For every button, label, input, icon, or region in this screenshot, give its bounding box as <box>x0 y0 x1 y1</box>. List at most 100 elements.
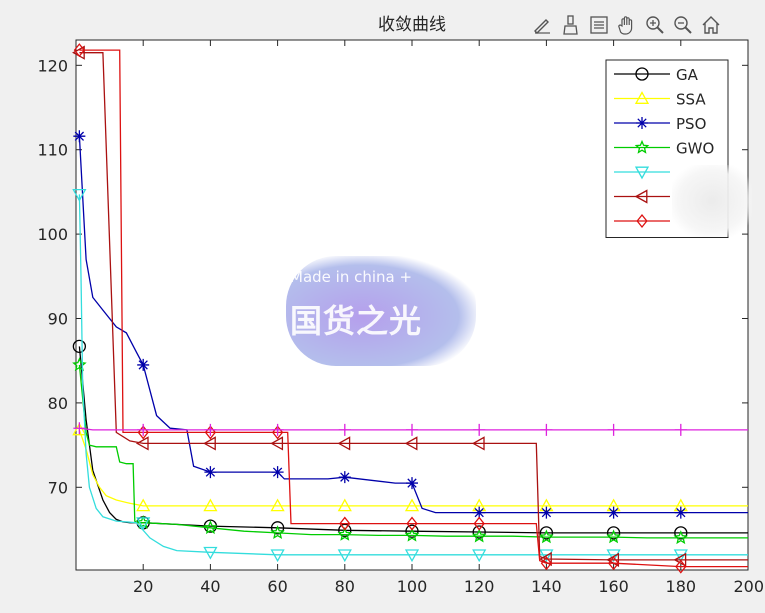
data-point-marker <box>203 436 216 451</box>
data-point-marker <box>539 526 554 540</box>
data-point-marker <box>406 516 418 531</box>
data-point-marker <box>270 525 285 540</box>
x-tick-label: 120 <box>464 577 495 596</box>
legend-entry: GA <box>614 66 699 84</box>
y-tick-label: 110 <box>37 141 68 160</box>
edit-plot-icon[interactable] <box>530 12 556 38</box>
data-point-marker <box>606 526 621 540</box>
zoom-out-icon[interactable] <box>670 12 696 38</box>
series-line <box>78 429 748 507</box>
data-point-marker <box>337 526 353 541</box>
data-point-marker <box>674 423 687 436</box>
data-point-marker <box>472 549 487 563</box>
data-point-marker <box>539 529 554 544</box>
data-point-marker <box>405 524 419 538</box>
data-point-marker <box>406 423 418 436</box>
y-tick-label: 80 <box>48 394 68 413</box>
legend: GA SSA PSO GWO <box>605 59 729 238</box>
series-line <box>78 136 748 514</box>
zoom-in-icon[interactable] <box>642 12 668 38</box>
data-point-marker <box>136 517 151 531</box>
legend-label: SSA <box>676 91 706 109</box>
data-point-marker <box>606 529 621 544</box>
chart-title: 收敛曲线 <box>378 15 446 35</box>
data-point-marker <box>404 549 420 563</box>
y-tick-label: 120 <box>37 56 68 75</box>
legend-label: GWO <box>676 140 714 158</box>
series-5 <box>72 45 748 567</box>
data-point-marker <box>673 552 687 567</box>
legend-label: PSO <box>676 115 706 133</box>
data-point-marker <box>137 423 150 436</box>
data-point-marker <box>473 516 485 531</box>
x-tick-label: 180 <box>666 577 697 596</box>
series-line <box>79 52 748 561</box>
legend-marker <box>634 166 650 180</box>
series-line <box>78 364 748 539</box>
x-tick-label: 80 <box>335 577 355 596</box>
data-point-marker <box>673 530 689 545</box>
data-point-marker <box>204 466 217 479</box>
data-point-marker <box>337 498 352 512</box>
y-tick-label: 70 <box>48 478 68 497</box>
data-point-marker <box>539 551 552 567</box>
series-2 <box>73 130 748 519</box>
data-point-marker <box>204 423 217 436</box>
data-point-marker <box>271 423 284 436</box>
x-tick-label: 160 <box>598 577 629 596</box>
data-point-marker <box>72 422 87 436</box>
data-point-marker <box>674 526 688 540</box>
data-point-marker <box>73 43 85 58</box>
data-point-marker <box>473 423 486 436</box>
watermark-caption: Made in china + <box>290 268 413 286</box>
data-point-marker <box>607 506 620 519</box>
data-point-marker <box>270 521 285 535</box>
data-point-marker <box>339 516 351 531</box>
legend-entry: GWO <box>614 140 714 158</box>
data-point-marker <box>203 520 218 535</box>
plot-series <box>72 43 748 574</box>
data-point-marker <box>607 556 620 571</box>
series-7 <box>73 422 748 436</box>
data-point-marker <box>404 498 420 512</box>
data-point-marker <box>137 358 150 371</box>
data-point-marker <box>73 130 86 143</box>
data-point-marker <box>540 556 553 571</box>
legend-entry <box>614 213 670 229</box>
legend-marker <box>634 139 650 154</box>
legend-entry <box>614 189 670 204</box>
x-tick-label: 40 <box>200 577 220 596</box>
legend-label: GA <box>676 66 699 84</box>
x-tick-label: 60 <box>267 577 287 596</box>
data-point-marker <box>471 436 485 451</box>
legend-entry <box>614 166 670 180</box>
data-point-marker <box>270 549 285 563</box>
y-tick-label: 100 <box>37 225 68 244</box>
brush-icon[interactable] <box>558 12 584 38</box>
legend-entry: PSO <box>614 115 706 133</box>
data-point-marker <box>270 498 285 512</box>
data-point-marker <box>72 339 87 354</box>
axis-ticks: 20 40 60 80 100 120 140 160 180 200 70 80 90 100 110 12… <box>37 40 764 596</box>
series-1 <box>72 422 748 512</box>
data-point-marker <box>674 506 687 519</box>
data-point-marker <box>338 423 351 436</box>
data-point-marker <box>135 436 149 451</box>
pan-hand-icon[interactable] <box>614 12 640 38</box>
watermark-logo-text: 国货之光 <box>290 302 423 340</box>
data-point-marker <box>271 466 284 479</box>
data-point-marker <box>72 188 87 202</box>
home-icon[interactable] <box>698 12 724 38</box>
x-tick-label: 200 <box>733 577 764 596</box>
legend-entry: SSA <box>614 91 706 109</box>
data-point-marker <box>472 525 486 539</box>
legend-marker <box>634 91 650 104</box>
legend-toggle-icon[interactable] <box>586 12 612 38</box>
x-tick-label: 20 <box>133 577 153 596</box>
data-point-marker <box>337 549 352 563</box>
legend-marker <box>636 117 648 129</box>
data-point-marker <box>270 436 284 451</box>
data-point-marker <box>203 546 218 560</box>
data-point-marker <box>136 498 151 512</box>
data-point-marker <box>337 436 351 451</box>
